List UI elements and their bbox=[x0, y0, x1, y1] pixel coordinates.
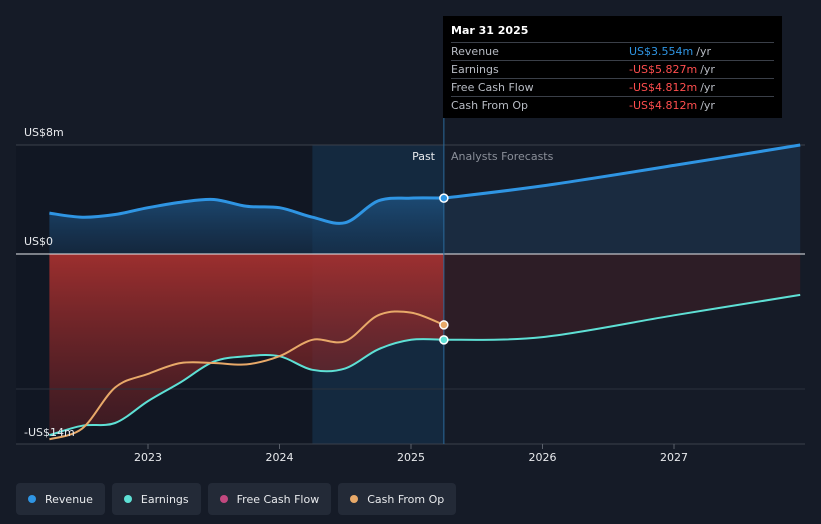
y-axis-top-label: US$8m bbox=[24, 126, 64, 139]
earnings-line-forecast bbox=[443, 293, 801, 341]
earnings-area-forecast bbox=[443, 254, 801, 340]
earnings-area-past bbox=[49, 254, 444, 436]
revenue-line-past bbox=[49, 196, 444, 225]
y-axis-bottom-label: -US$14m bbox=[24, 426, 75, 439]
legend-label: Cash From Op bbox=[367, 492, 445, 506]
tooltip-row: Revenue US$3.554m/yr bbox=[451, 43, 774, 61]
tooltip-date: Mar 31 2025 bbox=[451, 22, 774, 43]
x-tick-label-2023: 2023 bbox=[134, 451, 162, 464]
revenue-area-forecast bbox=[443, 145, 801, 254]
cash-from-op-line bbox=[49, 310, 445, 441]
y-axis-zero-label: US$0 bbox=[24, 235, 53, 248]
x-tick-label-2026: 2026 bbox=[529, 451, 557, 464]
legend-label: Earnings bbox=[140, 492, 189, 506]
tooltip-row-value: -US$4.812m bbox=[629, 99, 698, 112]
tooltip-row-value: US$3.554m bbox=[629, 45, 694, 58]
tooltip-row-unit: /yr bbox=[696, 45, 711, 58]
legend-label: Revenue bbox=[45, 492, 93, 506]
tooltip-row: Earnings -US$5.827m/yr bbox=[451, 61, 774, 79]
legend-dot-icon bbox=[350, 495, 359, 503]
forecast-label: Analysts Forecasts bbox=[451, 150, 554, 163]
cash-from-op-marker bbox=[439, 320, 449, 330]
x-tick-label-2025: 2025 bbox=[397, 451, 425, 464]
tooltip-row-value: -US$5.827m bbox=[629, 63, 698, 76]
x-tick-label-2024: 2024 bbox=[266, 451, 294, 464]
tooltip-panel: Mar 31 2025 Revenue US$3.554m/yr Earnings -… bbox=[443, 16, 782, 118]
legend-item-cash-from-op[interactable]: Cash From Op bbox=[338, 483, 457, 515]
legend-item-revenue[interactable]: Revenue bbox=[16, 483, 105, 515]
legend-dot-icon bbox=[123, 495, 132, 503]
x-tick-label-2027: 2027 bbox=[660, 451, 688, 464]
earnings-line-past bbox=[49, 338, 444, 437]
tooltip-row-value: -US$4.812m bbox=[629, 81, 698, 94]
tooltip-row-label: Cash From Op bbox=[451, 99, 529, 112]
tooltip-row: Cash From Op -US$4.812m/yr bbox=[451, 97, 774, 114]
legend-item-earnings[interactable]: Earnings bbox=[111, 483, 201, 515]
earnings-marker bbox=[439, 335, 449, 345]
tooltip-row-label: Revenue bbox=[451, 45, 499, 58]
tooltip-row: Free Cash Flow -US$4.812m/yr bbox=[451, 79, 774, 97]
revenue-line-forecast bbox=[443, 143, 801, 200]
revenue-marker bbox=[439, 193, 449, 203]
past-label: Past bbox=[412, 150, 436, 163]
tooltip-row-unit: /yr bbox=[700, 81, 715, 94]
legend-item-free-cash-flow[interactable]: Free Cash Flow bbox=[207, 483, 332, 515]
legend-dot-icon bbox=[219, 495, 228, 503]
revenue-area-past bbox=[49, 197, 444, 254]
legend: Revenue Earnings Free Cash Flow Cash From O… bbox=[16, 483, 457, 515]
tooltip-row-label: Earnings bbox=[451, 63, 499, 76]
tooltip-row-label: Free Cash Flow bbox=[451, 81, 534, 94]
legend-dot-icon bbox=[28, 495, 36, 503]
tooltip-row-unit: /yr bbox=[700, 63, 715, 76]
legend-label: Free Cash Flow bbox=[236, 492, 320, 506]
tooltip-row-unit: /yr bbox=[700, 99, 715, 112]
